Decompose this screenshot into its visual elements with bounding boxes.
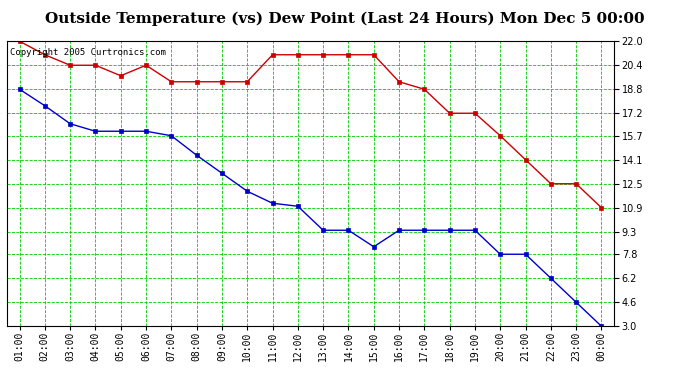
Text: Copyright 2005 Curtronics.com: Copyright 2005 Curtronics.com <box>10 48 166 57</box>
Text: Outside Temperature (vs) Dew Point (Last 24 Hours) Mon Dec 5 00:00: Outside Temperature (vs) Dew Point (Last… <box>45 11 645 26</box>
